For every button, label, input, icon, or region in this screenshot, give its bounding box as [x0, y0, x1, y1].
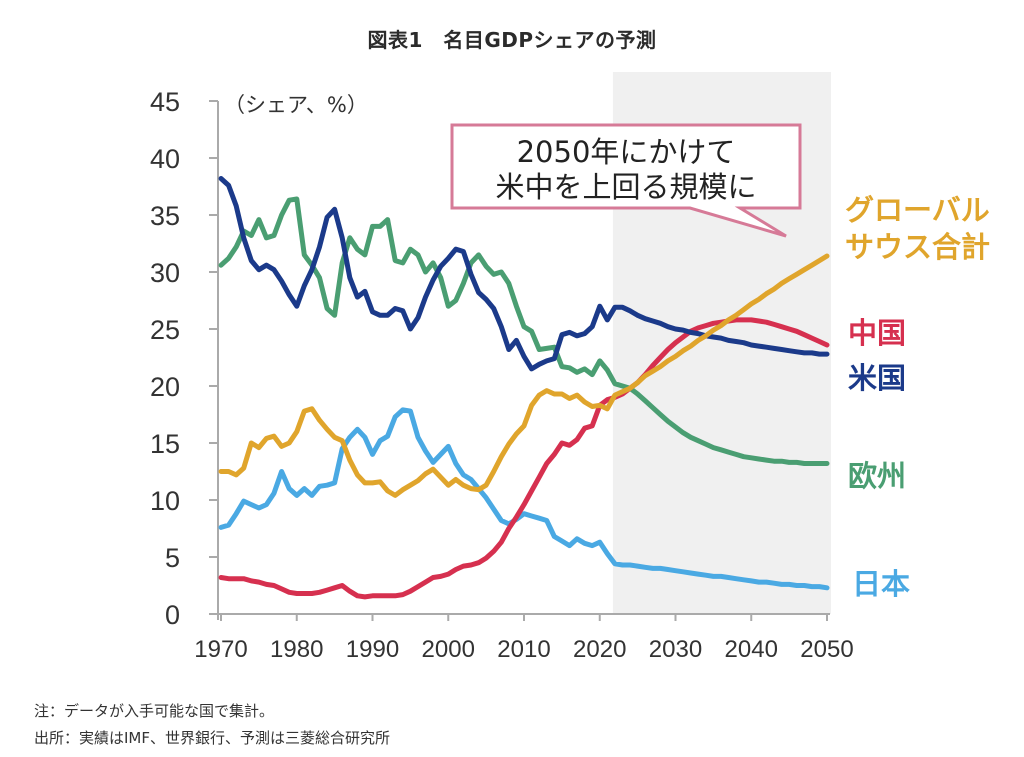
series-line-japan: [218, 407, 830, 591]
x-tick-label: 2000: [422, 636, 475, 663]
x-tick-label: 2010: [497, 636, 550, 663]
callout-line-2: 米中を上回る規模に: [495, 170, 756, 204]
x-tick-label: 2040: [725, 636, 778, 663]
y-tick-label: 40: [150, 144, 180, 174]
y-tick-label: 45: [150, 87, 180, 117]
x-tick-label: 2030: [649, 636, 702, 663]
series-line-europe: [218, 196, 830, 466]
callout-bubble: [450, 123, 802, 238]
y-tick-label: 35: [150, 201, 180, 231]
label-global-south-2: サウス合計: [845, 230, 990, 264]
series-lines: [218, 176, 830, 600]
label-japan: 日本: [852, 567, 910, 601]
callout-line-1: 2050年にかけて: [517, 135, 736, 169]
source-note: 出所：実績はIMF、世界銀行、予測は三菱総合研究所: [34, 729, 390, 747]
y-tick-label: 10: [150, 486, 180, 516]
x-tick-label: 2050: [800, 636, 853, 663]
y-tick-label: 20: [150, 372, 180, 402]
y-tick-label: 25: [150, 315, 180, 345]
label-china: 中国: [848, 316, 906, 350]
y-tick-label: 30: [150, 258, 180, 288]
y-tick-label: 0: [165, 600, 180, 630]
x-tick-label: 1990: [346, 636, 399, 663]
footnote: 注：データが入手可能な国で集計。: [34, 702, 275, 720]
series-labels: グローバル サウス合計 中国 米国 欧州 日本: [845, 193, 990, 601]
chart: 0 5 10 15 20 25 30 35 40 45 1970 1980 1990 2000 2010 20…: [150, 72, 990, 663]
x-tick-label: 2020: [573, 636, 626, 663]
y-axis-label: （シェア、%）: [224, 93, 368, 117]
x-tick-label: 1970: [194, 636, 247, 663]
callout-annotation: 2050年にかけて 米中を上回る規模に: [450, 123, 802, 238]
y-tick-label: 5: [165, 543, 180, 573]
chart-title: 図表1 名目GDPシェアの予測: [367, 28, 657, 52]
label-global-south-1: グローバル: [845, 193, 990, 227]
label-usa: 米国: [848, 361, 906, 395]
y-tick-label: 15: [150, 429, 180, 459]
series-line-global-south: [218, 253, 830, 498]
x-tick-label: 1980: [270, 636, 323, 663]
series-line-usa: [218, 176, 830, 372]
axes: 0 5 10 15 20 25 30 35 40 45 1970 1980 1990 2000 2010 20…: [150, 87, 854, 663]
label-europe: 欧州: [848, 459, 906, 493]
